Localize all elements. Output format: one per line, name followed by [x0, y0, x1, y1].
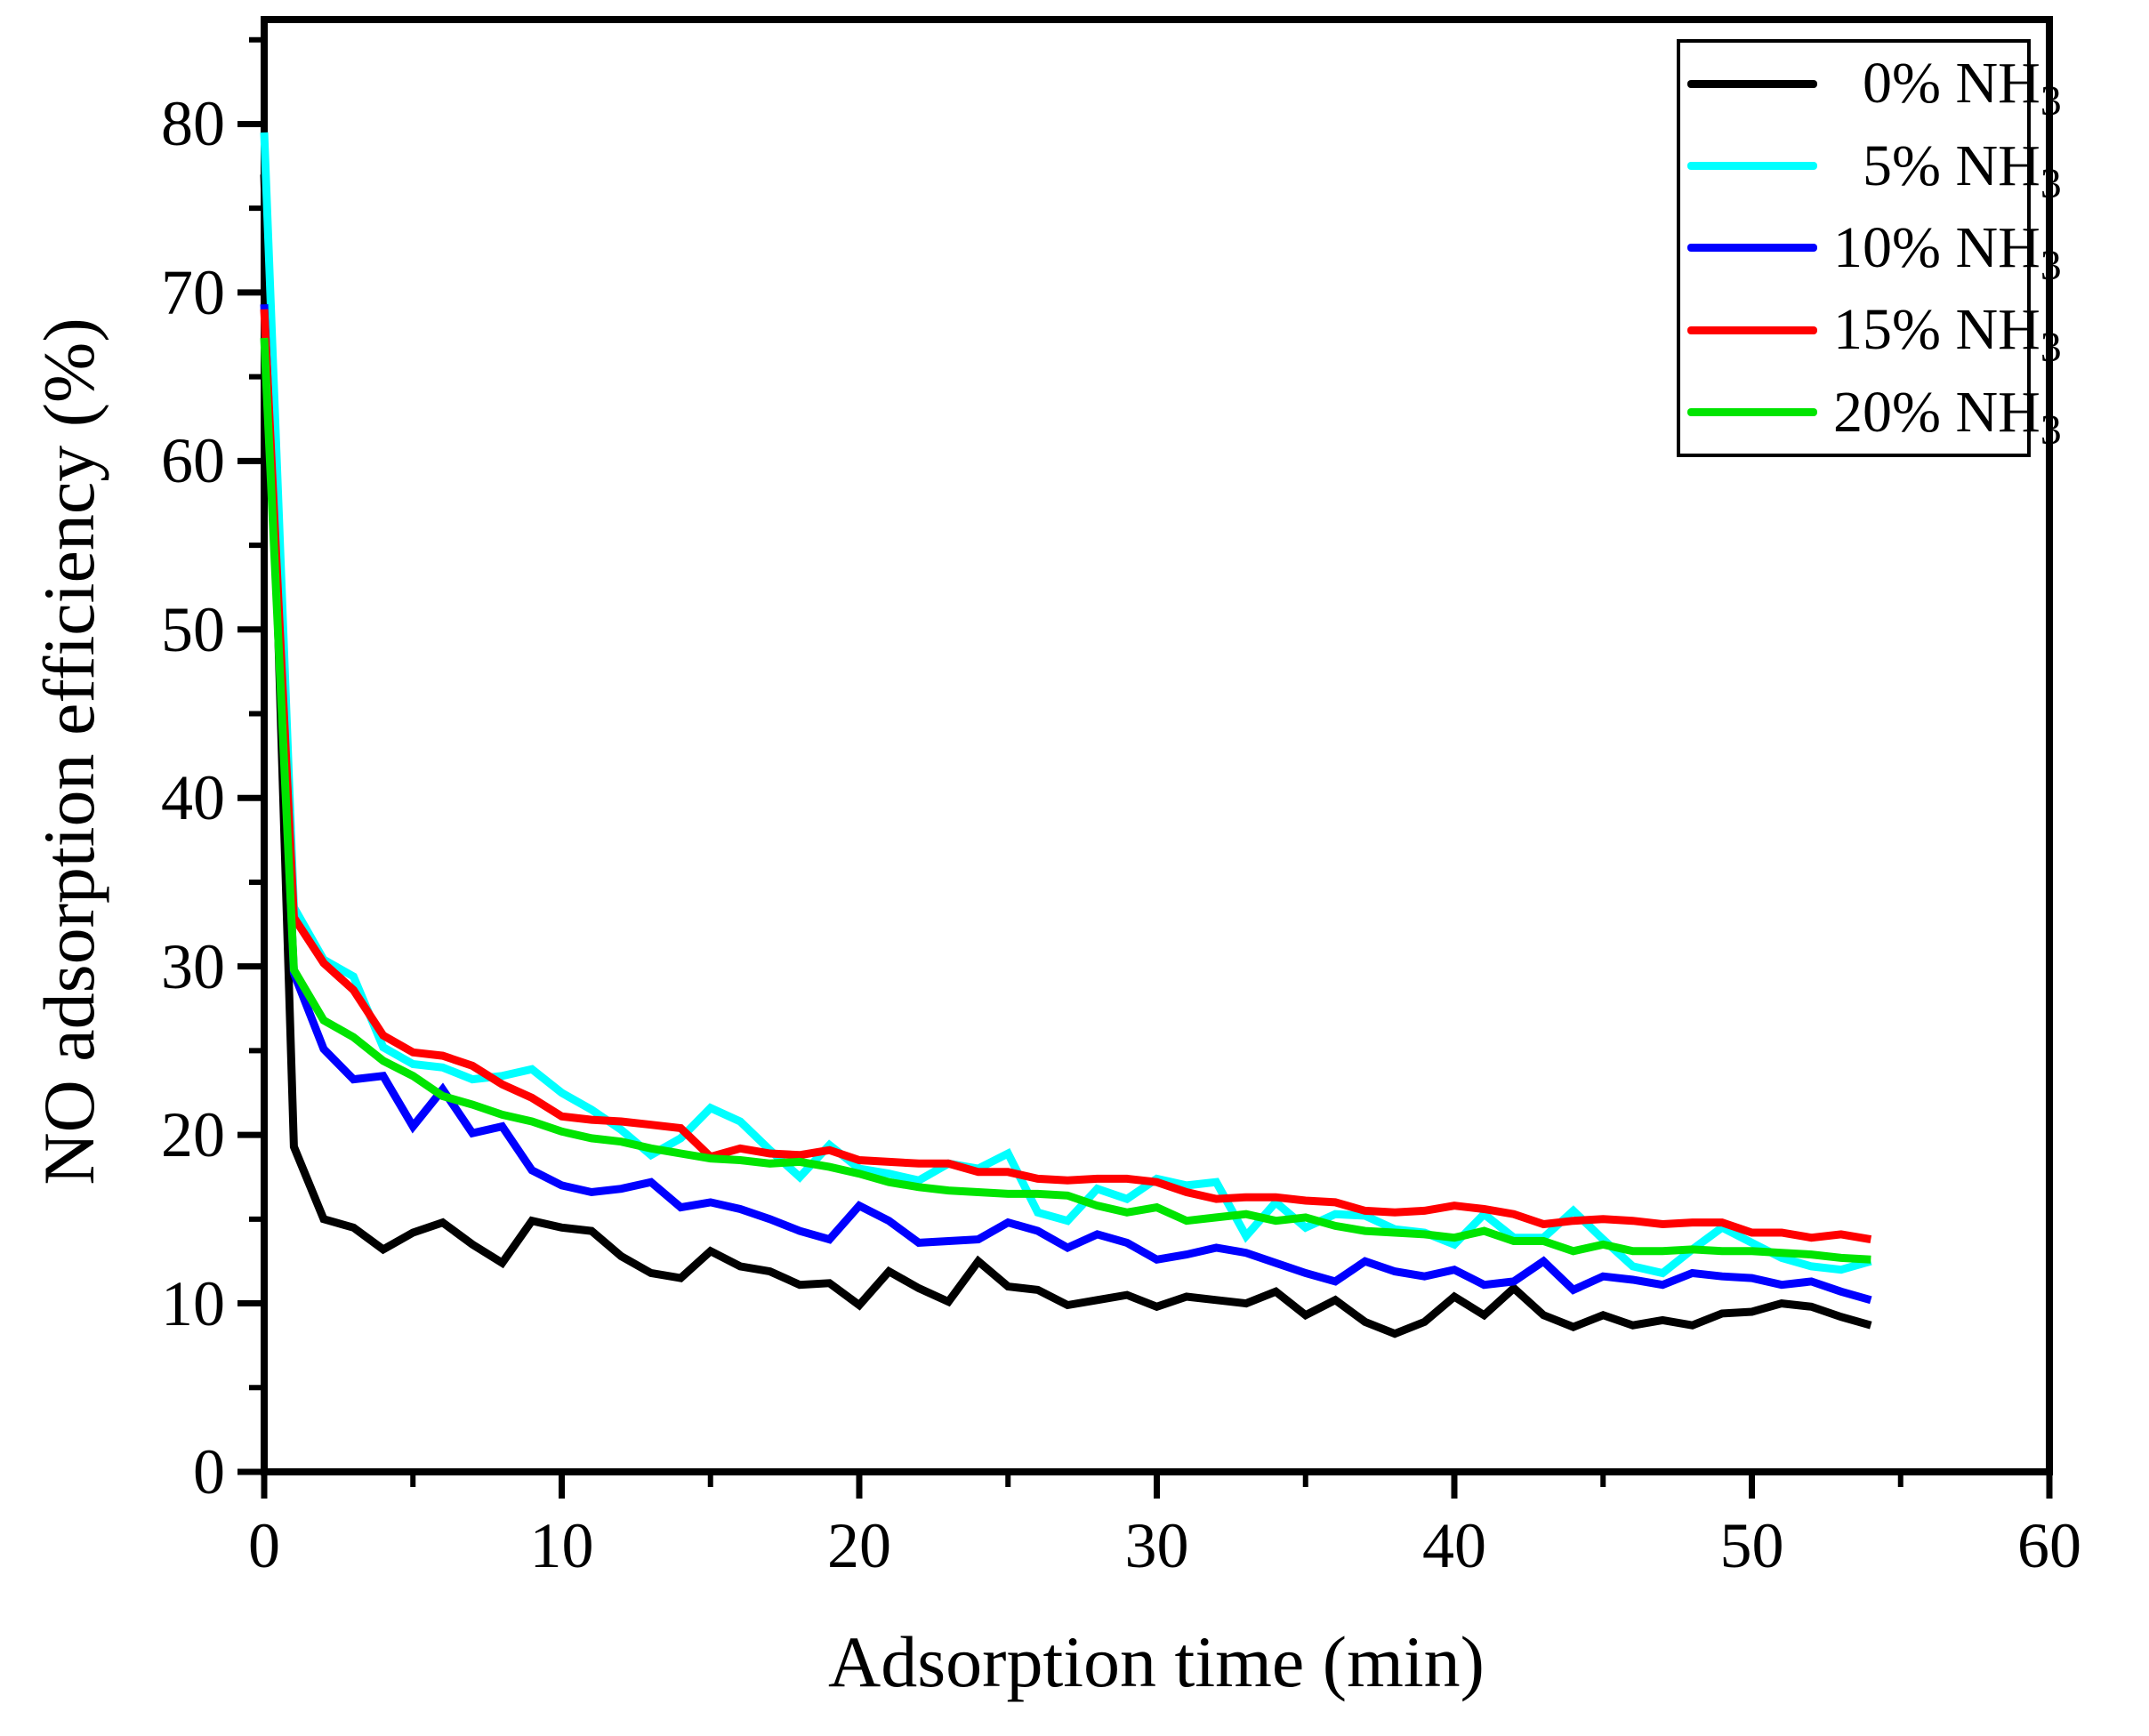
x-tick-label-20: 20 — [827, 1510, 891, 1581]
series-line-10NH3 — [260, 304, 1872, 1305]
series-line-5NH3 — [260, 132, 1872, 1278]
y-tick-label-50: 50 — [161, 593, 225, 665]
series-line-0NH3 — [260, 174, 1872, 1338]
legend-label-number: 0 — [1863, 51, 1892, 117]
x-axis-title: Adsorption time (min) — [828, 1621, 1485, 1702]
legend-line-swatch — [1687, 162, 1817, 171]
legend: 0% NH3 5% NH3 10% NH3 15% NH3 20% NH3 — [1677, 39, 2062, 457]
legend-line-swatch — [1687, 408, 1817, 417]
legend-label-subscript: 3 — [2040, 406, 2062, 454]
y-tick-label-60: 60 — [161, 425, 225, 497]
legend-label: 10% NH3 — [1830, 214, 2062, 286]
y-tick-label-80: 80 — [161, 88, 225, 160]
legend-label-subscript: 3 — [2040, 243, 2062, 290]
x-tick-label-60: 60 — [2017, 1510, 2081, 1581]
y-tick-label-20: 20 — [161, 1099, 225, 1171]
legend-label: 5% NH3 — [1830, 133, 2062, 205]
legend-label-number: 5 — [1863, 133, 1892, 198]
x-tick-label-0: 0 — [248, 1510, 280, 1581]
legend-line-swatch — [1687, 244, 1817, 253]
y-axis-title: NO adsorption efficiency (%) — [28, 317, 109, 1185]
y-tick-label-70: 70 — [161, 256, 225, 328]
legend-row-5pct: 5% NH3 — [1680, 134, 2062, 205]
y-tick-label-10: 10 — [161, 1267, 225, 1339]
legend-label-number: 15 — [1833, 297, 1892, 363]
y-tick-label-40: 40 — [161, 762, 225, 834]
x-tick-label-10: 10 — [529, 1510, 594, 1581]
legend-label: 20% NH3 — [1830, 379, 2062, 451]
x-tick-label-30: 30 — [1124, 1510, 1189, 1581]
legend-row-15pct: 15% NH3 — [1680, 299, 2062, 369]
legend-row-20pct: 20% NH3 — [1680, 381, 2062, 452]
series-line-20NH3 — [260, 337, 1871, 1264]
legend-label-subscript: 3 — [2040, 325, 2062, 372]
legend-label-number: 10 — [1833, 214, 1892, 280]
x-tick-label-40: 40 — [1422, 1510, 1486, 1581]
legend-line-swatch — [1687, 79, 1817, 88]
legend-label-number: 20 — [1833, 379, 1892, 445]
legend-label-subscript: 3 — [2040, 78, 2062, 125]
series-line-15NH3 — [260, 309, 1872, 1244]
legend-row-0pct: 0% NH3 — [1680, 52, 2062, 123]
legend-label: 0% NH3 — [1830, 51, 2062, 123]
x-tick-label-50: 50 — [1719, 1510, 1784, 1581]
legend-label-subscript: 3 — [2040, 160, 2062, 207]
legend-row-10pct: 10% NH3 — [1680, 216, 2062, 287]
y-tick-label-30: 30 — [161, 930, 225, 1002]
legend-label: 15% NH3 — [1830, 297, 2062, 369]
y-tick-label-0: 0 — [193, 1436, 225, 1507]
legend-line-swatch — [1687, 326, 1817, 334]
